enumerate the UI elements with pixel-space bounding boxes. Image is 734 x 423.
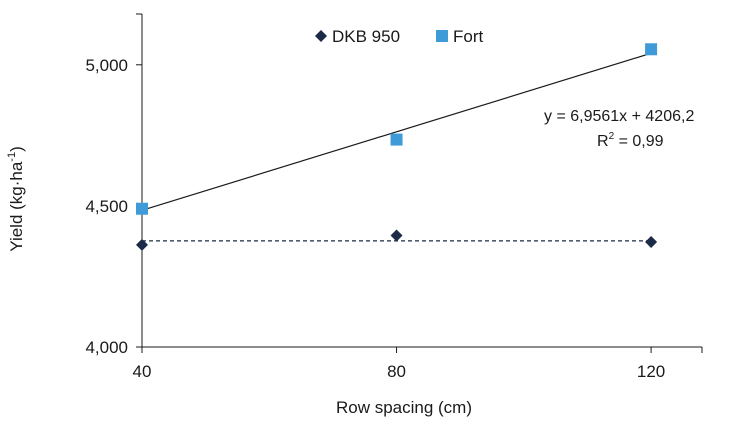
fit-line-fort (141, 52, 652, 211)
legend: DKB 950 Fort (315, 27, 484, 46)
legend-label-fort: Fort (453, 27, 484, 46)
y-tick-label: 5,000 (85, 56, 128, 75)
fit-lines (141, 52, 652, 242)
axes: 4,000 4,500 5,000 40 80 120 (85, 13, 703, 381)
r-squared-label: R2 = 0,99 (597, 131, 664, 150)
dkb-950-point (136, 238, 148, 251)
fort-point (390, 133, 403, 146)
y-tick-label: 4,000 (85, 338, 128, 357)
x-tick-label: 40 (133, 362, 152, 381)
fort-point (136, 202, 148, 215)
y-axis-title: Yield (kg·ha-1) (6, 146, 26, 252)
y-tick-label: 4,500 (85, 197, 128, 216)
dkb-950-point (390, 229, 403, 242)
x-tick-label: 80 (387, 362, 406, 381)
dkb-950-point (645, 236, 658, 249)
x-axis-title: Row spacing (cm) (336, 398, 472, 417)
regression-equation: y = 6,9561x + 4206,2 (544, 108, 694, 125)
fort-point (645, 43, 658, 56)
legend-marker-fort (436, 30, 448, 42)
legend-marker-dkb-950 (315, 30, 327, 42)
legend-label-dkb-950: DKB 950 (332, 27, 400, 46)
x-tick-label: 120 (637, 362, 665, 381)
data-marks (136, 43, 658, 251)
